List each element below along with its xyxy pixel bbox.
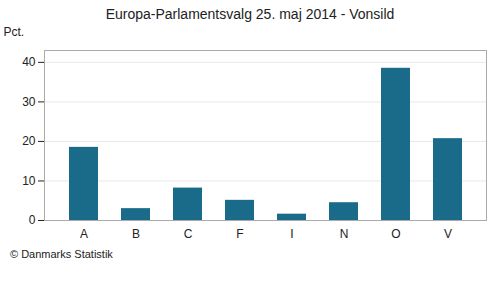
html-text:Europa-Parlamentsvalg 25. maj: Europa-Parlamentsvalg 25. maj 2014 - Von… [105,6,395,22]
svg-text:N: N [340,227,349,241]
svg-text:A: A [80,227,88,241]
svg-text:I: I [290,227,293,241]
svg-text:O: O [391,227,400,241]
svg-text:Pct.: Pct. [4,25,25,39]
svg-text:B: B [132,227,140,241]
svg-text:40: 40 [22,55,36,69]
svg-text:10: 10 [22,174,36,188]
svg-text:30: 30 [22,95,36,109]
svg-text:0: 0 [29,213,36,227]
svg-text:V: V [444,227,452,241]
svg-text:20: 20 [22,134,36,148]
html-text:© Danmarks Statistik: © Danmarks Statistik [10,248,113,260]
svg-text:C: C [184,227,193,241]
svg-text:F: F [236,227,243,241]
